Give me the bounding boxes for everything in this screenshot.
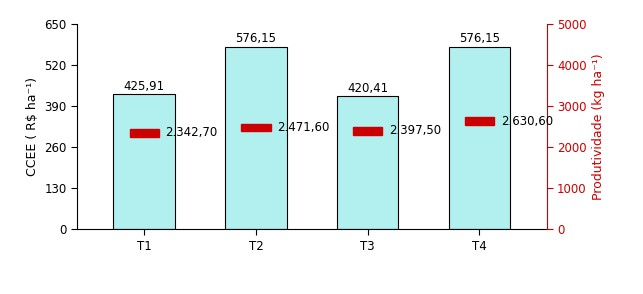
Text: 576,15: 576,15 <box>459 32 500 45</box>
Text: 420,41: 420,41 <box>347 82 388 95</box>
Bar <box>225 47 287 229</box>
Text: 576,15: 576,15 <box>235 32 276 45</box>
Bar <box>353 127 382 135</box>
Text: 2.471,60: 2.471,60 <box>277 121 330 134</box>
Bar <box>113 94 175 229</box>
Bar <box>242 124 271 131</box>
Bar <box>337 96 399 229</box>
Y-axis label: Produtividade (kg ha⁻¹): Produtividade (kg ha⁻¹) <box>592 53 605 200</box>
Text: 425,91: 425,91 <box>123 80 165 93</box>
Text: 2.342,70: 2.342,70 <box>165 126 218 139</box>
Legend: CCEE, Produtividade: CCEE, Produtividade <box>183 293 365 294</box>
Text: 2.630,60: 2.630,60 <box>501 115 553 128</box>
Bar <box>130 129 159 137</box>
Bar <box>449 47 511 229</box>
Bar <box>465 117 494 125</box>
Y-axis label: CCEE ( R$ ha⁻¹): CCEE ( R$ ha⁻¹) <box>26 77 39 176</box>
Text: 2.397,50: 2.397,50 <box>389 124 441 137</box>
